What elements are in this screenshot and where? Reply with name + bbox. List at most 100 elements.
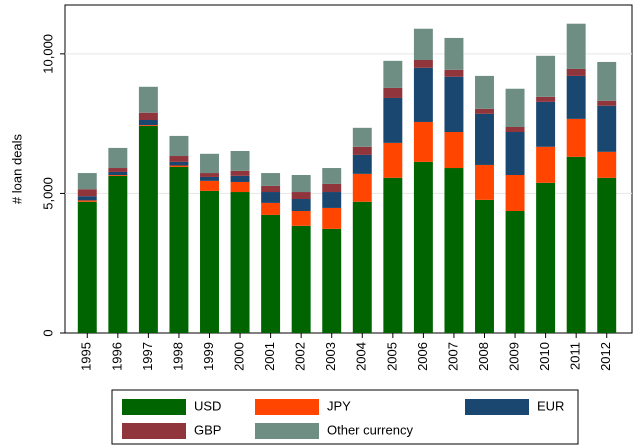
bar-segment — [413, 67, 433, 122]
bar-segment — [77, 201, 97, 333]
bar-segment — [383, 177, 403, 333]
bar-segment — [413, 59, 433, 68]
bar-segment — [383, 142, 403, 178]
x-tick-label: 2010 — [537, 342, 552, 371]
bar-segment — [597, 105, 617, 152]
bar-segment — [322, 192, 342, 208]
bar-segment — [230, 175, 250, 182]
bar-segment — [566, 23, 586, 69]
bar-segment — [291, 225, 311, 333]
bar-segment — [138, 125, 158, 126]
x-tick-label: 2006 — [415, 342, 430, 371]
bar-segment — [261, 192, 281, 203]
bar-segment — [291, 199, 311, 212]
bar-segment — [261, 202, 281, 215]
bar-segment — [200, 176, 219, 181]
bar-segment — [505, 175, 525, 212]
legend-swatch — [122, 399, 186, 415]
bar-segment — [536, 146, 556, 183]
bar-segment — [77, 196, 97, 201]
bar-segment — [200, 173, 219, 177]
bar-segment — [108, 147, 128, 169]
legend-label: GBP — [194, 422, 221, 437]
bar-segment — [291, 175, 311, 193]
x-tick-label: 2012 — [598, 342, 613, 371]
bar-segment — [597, 61, 617, 101]
y-axis-label: # loan deals — [9, 133, 24, 204]
x-tick-label: 1999 — [201, 342, 216, 371]
legend-swatch — [255, 399, 319, 415]
bar-segment — [322, 183, 342, 193]
bar-segment — [322, 168, 342, 184]
bar-segment — [475, 108, 494, 114]
bar-segment — [383, 87, 403, 98]
bar-segment — [200, 190, 219, 333]
bar-segment — [505, 211, 525, 333]
bar-segment — [413, 121, 433, 162]
x-tick-label: 2009 — [506, 342, 521, 371]
bar-segment — [261, 173, 281, 186]
bar-segment — [77, 189, 97, 197]
bar-segment — [230, 150, 250, 171]
bar-segment — [536, 96, 556, 102]
bar-segment — [291, 211, 311, 226]
bar-segment — [169, 156, 189, 162]
bar-segment — [597, 151, 617, 178]
bar-segment — [505, 132, 525, 176]
bar-segment — [322, 228, 342, 333]
bar-segment — [200, 153, 219, 174]
x-tick-label: 1996 — [109, 342, 124, 371]
bar-segment — [536, 101, 556, 147]
x-tick-label: 2001 — [262, 342, 277, 371]
bar-segment — [566, 75, 586, 119]
bar-segment — [352, 127, 372, 147]
bar-segment — [597, 100, 617, 106]
bar-segment — [169, 166, 189, 333]
legend-swatch — [122, 423, 186, 439]
bar-segment — [536, 55, 556, 97]
x-tick-label: 1998 — [170, 342, 185, 371]
bar-segment — [475, 113, 494, 165]
bar-segment — [200, 180, 219, 191]
bar-segment — [475, 75, 494, 109]
x-tick-label: 1995 — [79, 342, 94, 371]
bar-segment — [536, 182, 556, 333]
bar-segment — [383, 60, 403, 88]
bar-segment — [444, 132, 464, 169]
x-tick-label: 2002 — [293, 342, 308, 371]
bar-segment — [444, 69, 464, 77]
x-tick-label: 2004 — [354, 342, 369, 371]
bar-segment — [261, 185, 281, 193]
y-tick-label: 10,000 — [40, 34, 55, 74]
x-tick-label: 2005 — [384, 342, 399, 371]
bar-segment — [230, 181, 250, 193]
bar-segment — [566, 68, 586, 76]
bar-segment — [352, 154, 372, 174]
bar-segment — [77, 173, 97, 190]
legend-label: Other currency — [327, 422, 413, 437]
bar-segment — [138, 112, 158, 121]
bar-segment — [444, 168, 464, 333]
bar-segment — [413, 161, 433, 333]
legend-label: EUR — [537, 398, 564, 413]
bar-segment — [108, 175, 128, 333]
bar-segment — [505, 88, 525, 127]
bar-segment — [597, 177, 617, 333]
bar-segment — [108, 175, 128, 176]
bar-segment — [77, 200, 97, 202]
legend-swatch — [255, 423, 319, 439]
legend-label: JPY — [327, 398, 351, 413]
bar-segment — [138, 86, 158, 113]
bar-segment — [169, 165, 189, 167]
bar-segment — [138, 125, 158, 333]
bar-segment — [352, 146, 372, 155]
x-tick-label: 2008 — [476, 342, 491, 371]
x-tick-label: 1997 — [140, 342, 155, 371]
bar-segment — [352, 173, 372, 202]
bar-segment — [383, 97, 403, 143]
bar-segment — [475, 199, 494, 333]
y-tick-label: 0 — [40, 329, 55, 336]
bar-segment — [566, 156, 586, 333]
bar-segment — [261, 214, 281, 333]
